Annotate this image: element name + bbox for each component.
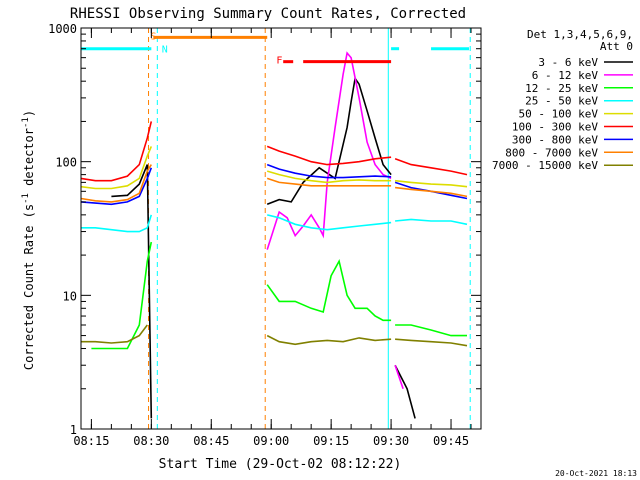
series-3-segment-1	[267, 214, 392, 231]
series-2-segment-2	[395, 324, 467, 337]
series-2-segment-0	[91, 241, 153, 350]
flag-label-1: N	[162, 45, 168, 56]
y-axis-label-mid: detector	[22, 128, 36, 193]
series-1-segment-0	[266, 51, 392, 250]
series-4-segment-1	[266, 170, 392, 184]
y-tick-label-1: 10	[63, 289, 77, 303]
legend-label-5: 100 - 300 keV	[512, 121, 598, 134]
x-tick-label-3: 09:00	[253, 434, 289, 448]
timestamp-footer: 20-Oct-2021 18:13	[555, 469, 637, 478]
axes: 08:15 08:30 08:45 09:00 09:15 09:30 09:45 1 10 10…	[48, 22, 482, 448]
x-tick-label-5: 09:30	[373, 434, 409, 448]
legend-label-4: 50 - 100 keV	[519, 108, 599, 121]
flag-label-2: F	[276, 56, 282, 67]
x-tick-label-2: 08:45	[193, 434, 229, 448]
x-axis-label: Start Time (29-Oct-02 08:12:22)	[159, 457, 402, 472]
y-tick-label-2: 100	[55, 156, 77, 170]
series-8-segment-0	[81, 324, 148, 344]
legend-label-8: 7000 - 15000 keV	[492, 159, 598, 172]
legend-title-0: Det 1,3,4,5,6,9,	[527, 28, 633, 41]
y-axis-label-main: Corrected Count Rate (s	[22, 204, 36, 370]
chart-title: RHESSI Observing Summary Count Rates, Co…	[70, 6, 466, 22]
series-3-segment-2	[395, 218, 468, 226]
series-5-segment-2	[394, 158, 468, 176]
y-axis-label-sup2: -1	[21, 117, 31, 128]
series-5-segment-0	[80, 121, 153, 182]
series-6-segment-1	[266, 163, 392, 179]
series-7-segment-2	[395, 186, 468, 198]
series-6-segment-0	[80, 167, 153, 206]
series-0-segment-0	[111, 164, 153, 419]
series-8-segment-1	[266, 334, 392, 346]
x-tick-label-4: 09:15	[313, 434, 349, 448]
legend-label-6: 300 - 800 keV	[512, 133, 598, 146]
series-4-segment-0	[80, 146, 153, 190]
y-axis-label-sup1: -1	[21, 193, 31, 204]
series-1-segment-1	[394, 364, 404, 390]
series-0-segment-1	[266, 76, 392, 206]
legend-label-7: 800 - 7000 keV	[505, 146, 598, 159]
plot-area: SN F	[80, 28, 471, 429]
y-tick-label-0: 1	[70, 423, 77, 437]
y-tick-label-3: 1000	[48, 22, 77, 36]
legend-title-1: Att 0	[600, 40, 633, 53]
series-5-segment-1	[266, 145, 392, 166]
legend-label-2: 12 - 25 keV	[525, 82, 598, 95]
legend-label-0: 3 - 6 keV	[538, 56, 598, 69]
series-0-segment-2	[394, 364, 416, 419]
series-7-segment-0	[80, 164, 152, 203]
series-4-segment-2	[395, 179, 468, 188]
series-2-segment-1	[266, 258, 392, 322]
series-8-segment-2	[395, 338, 468, 347]
x-tick-label-6: 09:45	[433, 434, 469, 448]
plot-frame	[80, 27, 482, 430]
y-axis-label-end: )	[22, 110, 36, 117]
series-3-segment-0	[81, 214, 153, 233]
series-7-segment-1	[266, 177, 392, 187]
legend-label-3: 25 - 50 keV	[525, 95, 598, 108]
x-tick-label-0: 08:15	[73, 434, 109, 448]
y-axis-label: Corrected Count Rate (s-1 detector-1)	[21, 110, 36, 370]
x-tick-label-1: 08:30	[133, 434, 169, 448]
legend-label-1: 6 - 12 keV	[532, 69, 599, 82]
flag-label-0: S	[151, 31, 157, 42]
